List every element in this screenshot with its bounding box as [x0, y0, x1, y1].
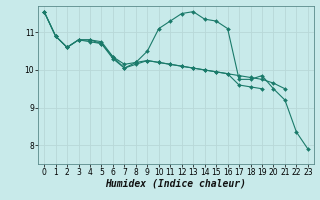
X-axis label: Humidex (Indice chaleur): Humidex (Indice chaleur) — [106, 179, 246, 189]
